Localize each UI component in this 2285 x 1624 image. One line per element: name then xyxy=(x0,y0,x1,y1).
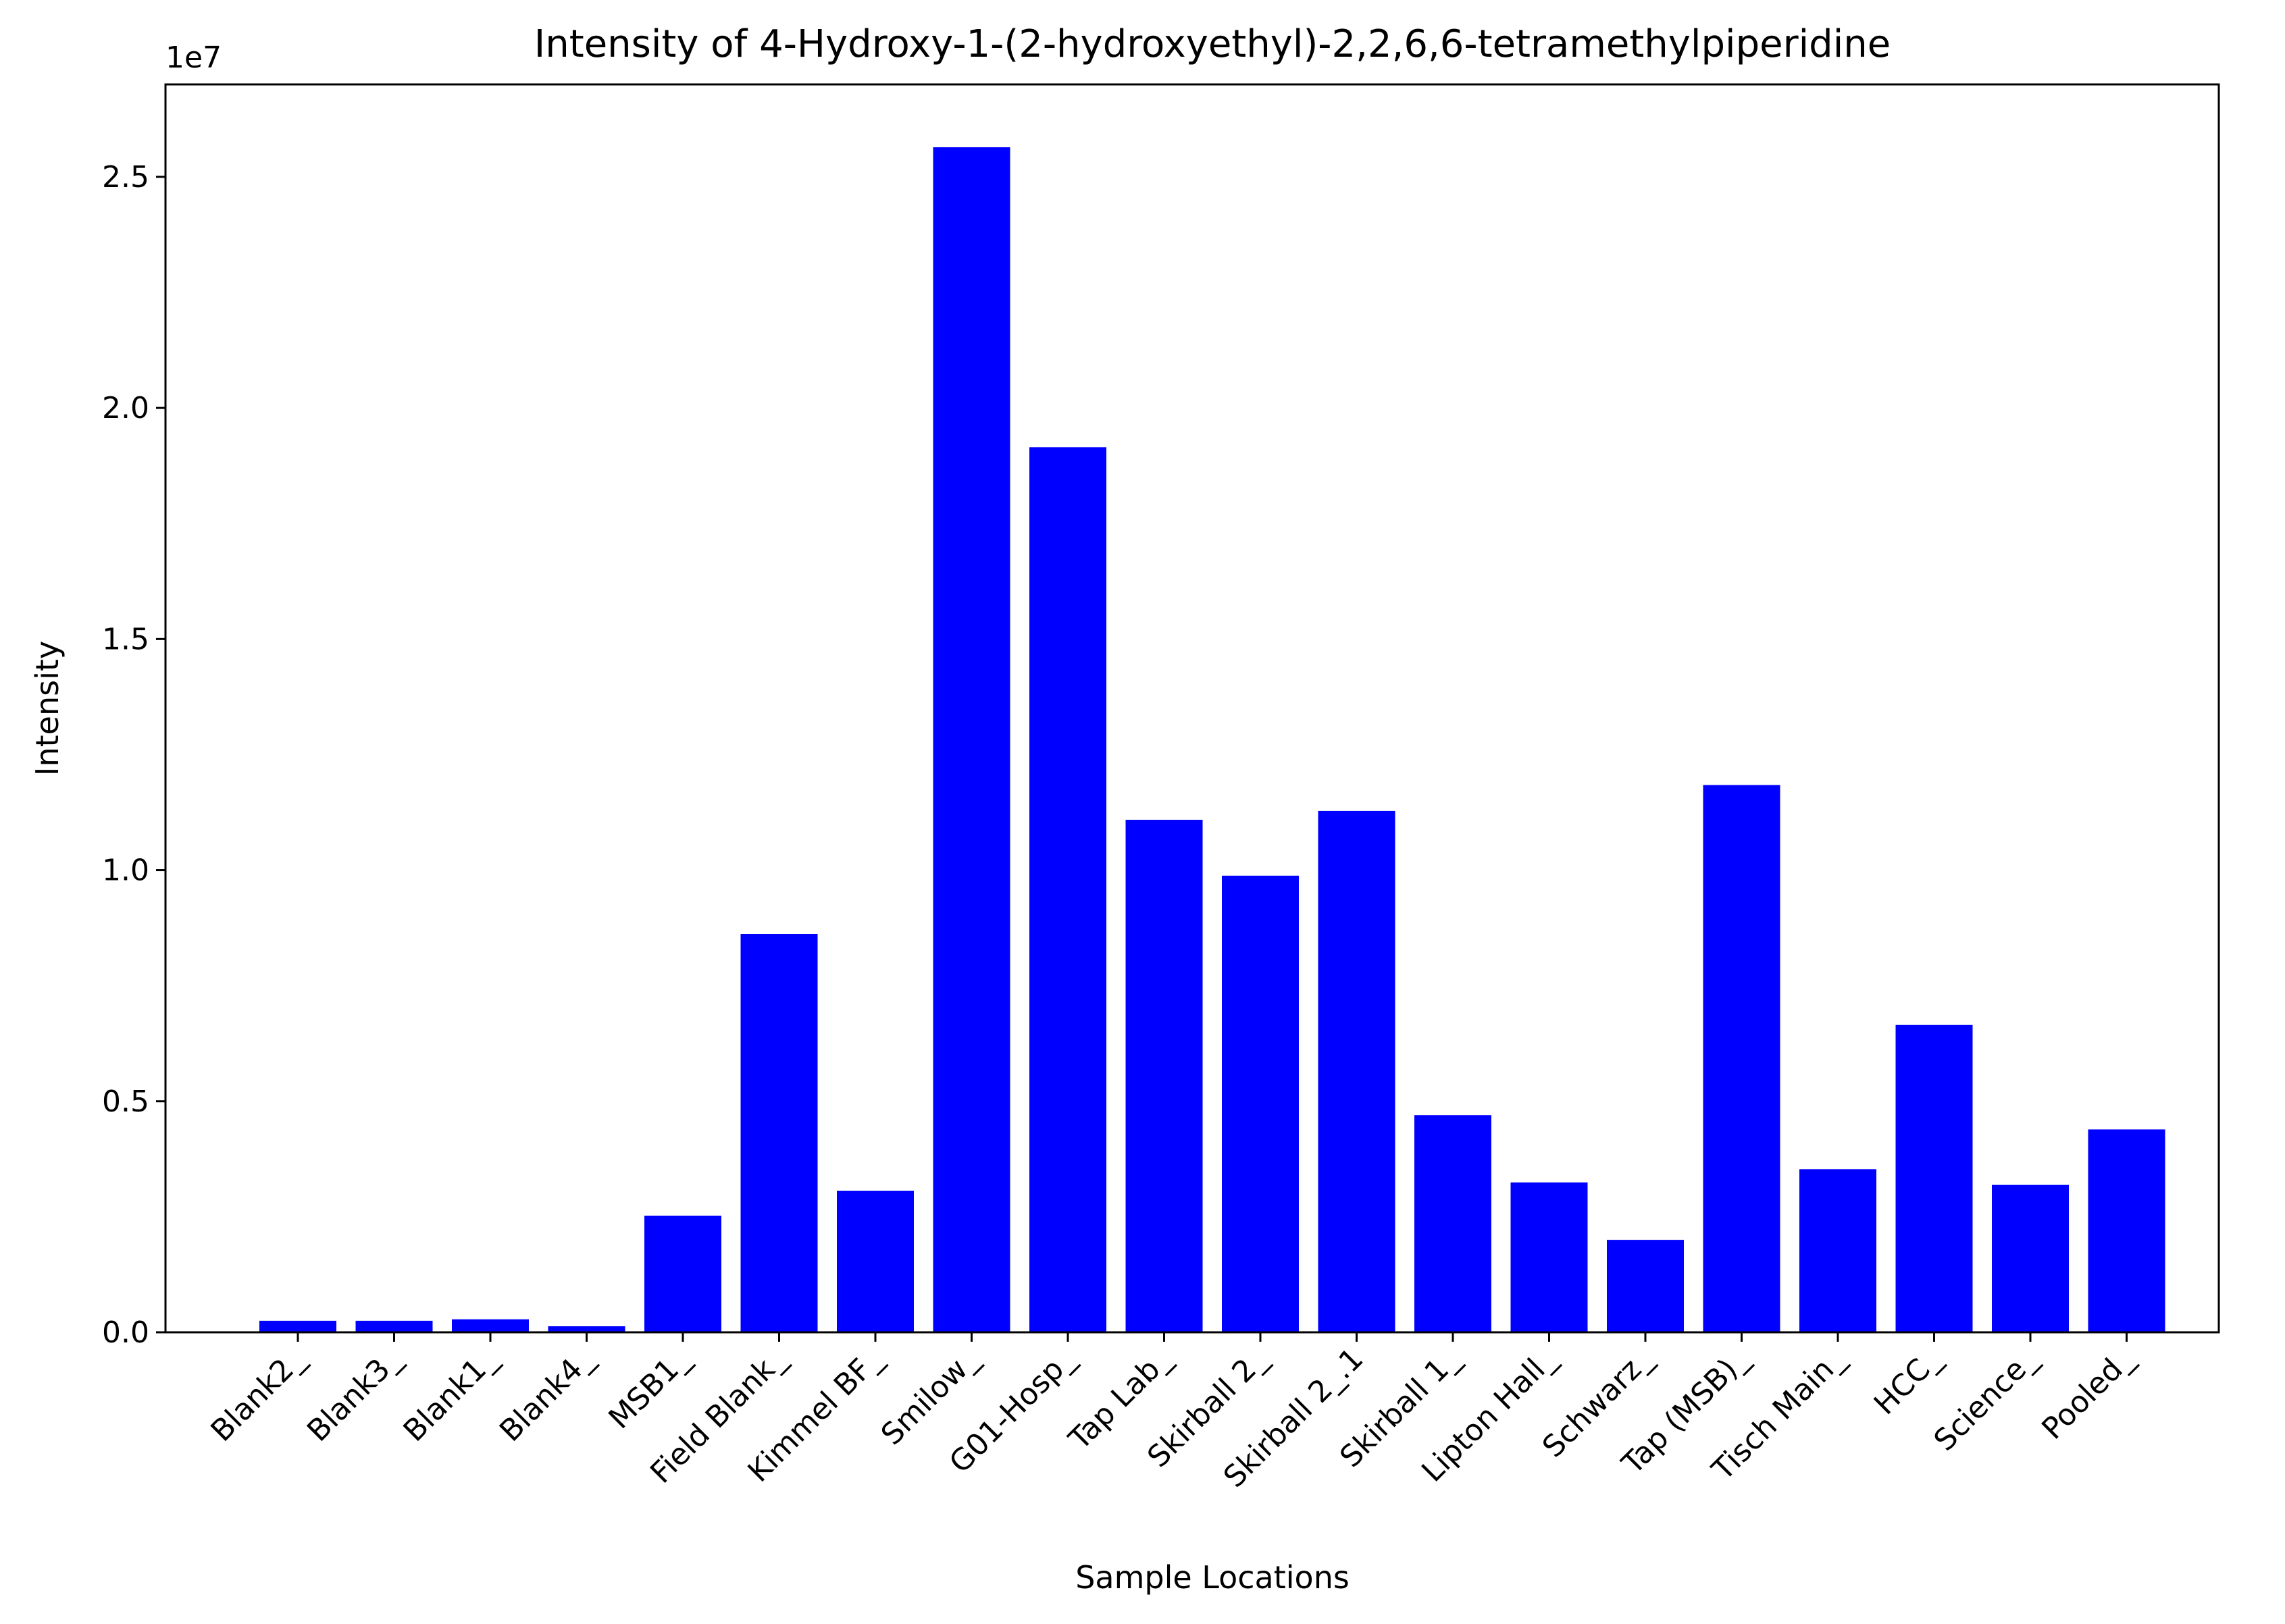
bar-tisch-main xyxy=(1799,1169,1876,1332)
y-tick-label: 1.0 xyxy=(102,854,149,888)
bar-science xyxy=(1992,1184,2069,1332)
bar-tap-msb xyxy=(1703,785,1780,1332)
chart-title: Intensity of 4-Hydroxy-1-(2-hydroxyethyl… xyxy=(534,22,1891,66)
x-axis-label: Sample Locations xyxy=(1075,1559,1350,1596)
bar-kimmel-bf xyxy=(837,1190,914,1332)
bar-skirball-1 xyxy=(1414,1115,1491,1332)
bar-blank1 xyxy=(452,1319,529,1332)
bar-pooled xyxy=(2088,1129,2165,1332)
bar-g01-hosp xyxy=(1029,447,1106,1332)
plot-frame xyxy=(164,83,2220,1334)
y-tick-label: 0.5 xyxy=(102,1084,149,1119)
bar-smilow xyxy=(933,147,1010,1333)
bar-hcc xyxy=(1895,1024,1973,1332)
bar-blank3 xyxy=(355,1320,433,1332)
bar-blank2 xyxy=(259,1320,336,1332)
y-tick-label: 2.0 xyxy=(102,391,149,425)
bar-lipton-hall xyxy=(1510,1182,1588,1332)
y-tick-label: 1.5 xyxy=(102,622,149,656)
bar-skirball-2 xyxy=(1222,875,1299,1332)
bar-blank4 xyxy=(548,1326,625,1332)
bar-field-blank xyxy=(740,934,818,1332)
y-axis-offset-label: 1e7 xyxy=(165,41,222,75)
y-tick-label: 0.0 xyxy=(102,1315,149,1350)
bar-msb1 xyxy=(644,1215,721,1332)
y-axis-label: Intensity xyxy=(29,641,66,776)
bar-skirball-2-1 xyxy=(1318,810,1395,1332)
bar-schwarz xyxy=(1607,1240,1684,1332)
y-tick-label: 2.5 xyxy=(102,160,149,194)
bars-group xyxy=(259,147,2165,1333)
bar-tap-lab xyxy=(1125,820,1203,1332)
y-axis-ticks: 0.0 0.5 1.0 1.5 2.0 2.5 xyxy=(102,160,165,1350)
